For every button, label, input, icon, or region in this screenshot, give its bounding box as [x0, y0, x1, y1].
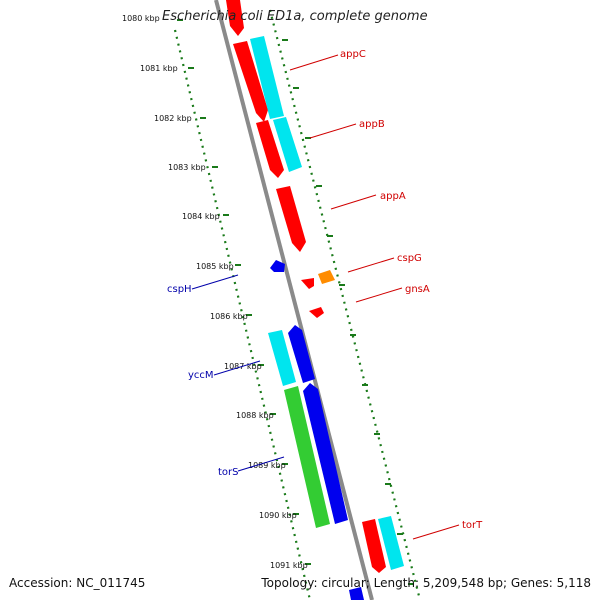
gene-arrow-cyan [250, 36, 284, 119]
kbp-label: 1089 kbp [248, 461, 286, 470]
gene-arrow [226, 0, 244, 36]
gene-label-appC: appC [340, 49, 366, 60]
accession-label: Accession: NC_011745 [9, 576, 146, 590]
gene-arrow-appB [256, 120, 284, 178]
gene-arrow-yccM [268, 330, 296, 386]
gene-label-torT: torT [462, 520, 483, 531]
gene-arrow-orange [318, 270, 335, 284]
kbp-label: 1085 kbp [196, 262, 234, 271]
left-major-ticks [177, 19, 311, 565]
right-major-ticks [282, 39, 414, 585]
gene-arrow-cyan [378, 516, 404, 570]
gene-arrow-appC [233, 41, 268, 122]
gene-arrow-cyan [273, 117, 302, 172]
kbp-label: 1088 kbp [236, 411, 274, 420]
gene-arrow-blue [303, 383, 348, 524]
kbp-label: 1083 kbp [168, 163, 206, 172]
genome-backbone [214, 0, 374, 601]
gene-arrow-cspH [270, 260, 285, 272]
gene-arrow-torT [362, 519, 386, 573]
gene-arrow-appA [276, 186, 306, 252]
kbp-label: 1080 kbp [122, 14, 160, 23]
gene-arrow-gnsA [309, 307, 324, 318]
gene-label-torS: torS [218, 467, 239, 478]
kbp-label: 1081 kbp [140, 64, 178, 73]
kbp-label: 1082 kbp [154, 114, 192, 123]
gene-arrow-torS [284, 386, 330, 528]
kbp-scale-labels: 1080 kbp 1081 kbp 1082 kbp 1083 kbp 1084… [122, 14, 308, 570]
gene-label-appB: appB [359, 119, 385, 130]
gene-label-appA: appA [380, 191, 406, 202]
gene-label-leaders-blue [191, 274, 285, 472]
gene-label-yccM: yccM [188, 370, 214, 381]
gene-label-cspH: cspH [167, 284, 192, 295]
map-title: Escherichia coli ED1a, complete genome [162, 9, 428, 24]
gene-arrow-cspG [301, 278, 314, 289]
kbp-label: 1090 kbp [259, 511, 297, 520]
topology-label: Topology: circular; Length: 5,209,548 bp… [261, 576, 591, 590]
gene-label-leaders [289, 54, 460, 540]
gene-arrow-blue [349, 587, 364, 600]
kbp-label: 1091 kbp [270, 561, 308, 570]
gene-label-cspG: cspG [397, 253, 422, 264]
gene-label-gnsA: gnsA [405, 284, 430, 295]
gene-arrow-blue [288, 325, 315, 383]
kbp-label: 1086 kbp [210, 312, 248, 321]
kbp-label: 1084 kbp [182, 212, 220, 221]
